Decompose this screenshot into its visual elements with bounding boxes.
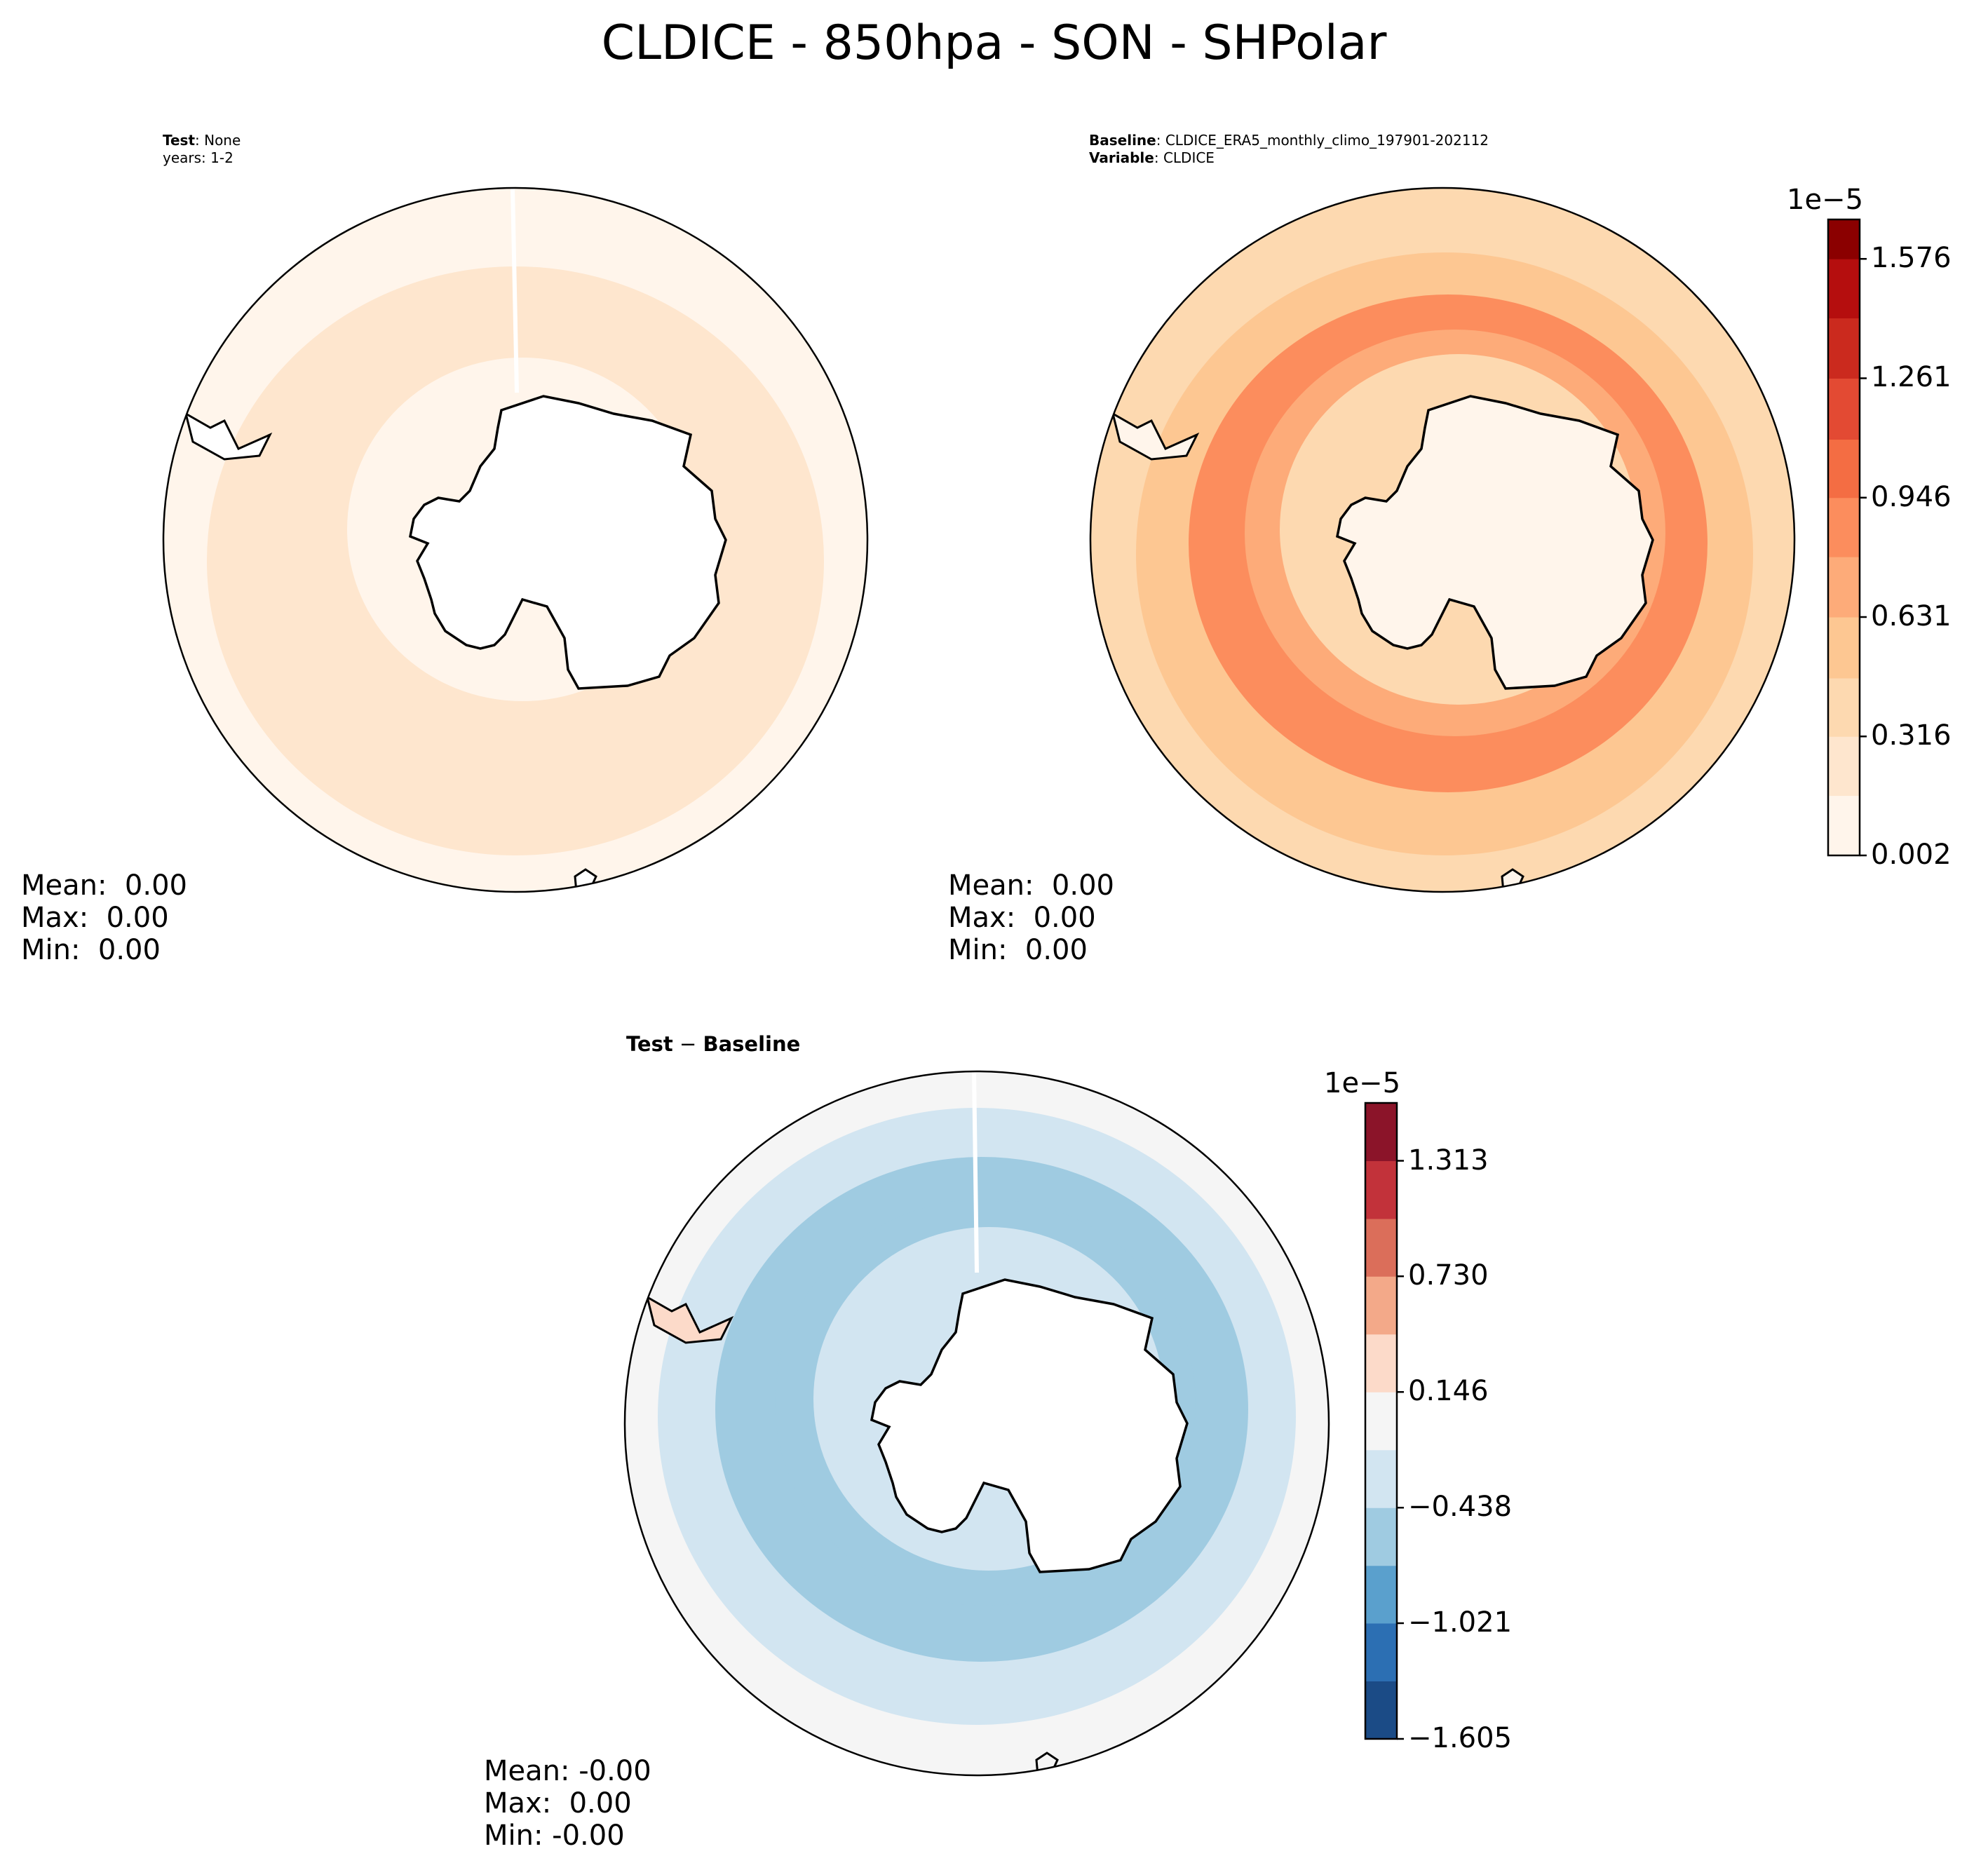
test-mean-stat: Mean: 0.00 [21, 869, 187, 902]
diff-map-boundary [623, 1070, 1330, 1777]
baseline-colorbar-segment [1828, 678, 1860, 737]
baseline-cb-tick-0: 0.002 [1871, 839, 1952, 871]
diff-colorbar-segment [1365, 1103, 1397, 1162]
baseline-header-value: : CLDICE_ERA5_monthly_climo_197901-20211… [1156, 132, 1489, 149]
diff-colorbar-segment [1365, 1449, 1397, 1508]
baseline-south-america-coast [1111, 411, 1200, 461]
diff-colorbar-exponent: 1e−5 [1324, 1067, 1401, 1099]
baseline-colorbar [1827, 218, 1867, 857]
diff-colorbar-segment [1365, 1219, 1397, 1277]
baseline-colorbar-segment [1828, 259, 1860, 319]
diff-colorbar-segment [1365, 1392, 1397, 1451]
diff-cb-tick-3: 0.146 [1408, 1375, 1489, 1408]
test-south-america-coast [184, 411, 273, 461]
variable-header-label: Variable [1089, 149, 1154, 166]
test-header-value: : None [195, 132, 241, 149]
baseline-colorbar-segment [1828, 219, 1860, 259]
baseline-colorbar-segment [1828, 318, 1860, 379]
baseline-cb-tick-3: 0.946 [1871, 480, 1952, 513]
diff-colorbar-segment [1365, 1507, 1397, 1566]
baseline-colorbar-segment [1828, 439, 1860, 499]
baseline-cb-tick-2: 0.631 [1871, 600, 1952, 632]
test-map [162, 187, 869, 893]
baseline-min-stat: Min: 0.00 [948, 934, 1088, 966]
baseline-mean-stat: Mean: 0.00 [948, 869, 1114, 902]
baseline-colorbar-segment [1828, 497, 1860, 557]
baseline-colorbar-frame [1827, 218, 1861, 857]
baseline-colorbar-segment [1828, 795, 1860, 856]
baseline-cb-tick-1: 0.316 [1871, 719, 1952, 752]
baseline-colorbar-segment [1828, 617, 1860, 679]
test-max-stat: Max: 0.00 [21, 902, 169, 934]
test-panel-header: Test: None years: 1-2 [163, 132, 241, 167]
diff-min-stat: Min: -0.00 [484, 1820, 625, 1852]
test-years-label: years: 1-2 [163, 149, 234, 166]
diff-max-stat: Max: 0.00 [484, 1787, 632, 1820]
baseline-header-label: Baseline [1089, 132, 1156, 149]
diff-south-america-coast [645, 1294, 734, 1344]
diff-colorbar-segment [1365, 1565, 1397, 1624]
diff-colorbar-segment [1365, 1160, 1397, 1219]
variable-header-value: : CLDICE [1154, 149, 1215, 166]
diff-header-test: Test [626, 1032, 673, 1056]
baseline-max-stat: Max: 0.00 [948, 902, 1096, 934]
diff-cb-tick-0: −1.605 [1408, 1722, 1513, 1754]
diff-colorbar-segment [1365, 1276, 1397, 1335]
diff-colorbar [1364, 1102, 1404, 1740]
diff-colorbar-segment [1365, 1334, 1397, 1393]
baseline-colorbar-segment [1828, 736, 1860, 797]
test-min-stat: Min: 0.00 [21, 934, 161, 966]
diff-mean-stat: Mean: -0.00 [484, 1755, 651, 1787]
diff-map [623, 1070, 1330, 1777]
baseline-colorbar-exponent: 1e−5 [1787, 184, 1864, 216]
diff-colorbar-segment [1365, 1622, 1397, 1681]
test-dateline-seam [510, 188, 519, 393]
diff-dateline-seam [972, 1071, 979, 1273]
baseline-cb-tick-5: 1.576 [1871, 242, 1952, 275]
baseline-stats: Mean: 0.00 Max: 0.00 Min: 0.00 [948, 869, 1114, 966]
baseline-panel-header: Baseline: CLDICE_ERA5_monthly_climo_1979… [1089, 132, 1489, 167]
baseline-colorbar-segment [1828, 378, 1860, 440]
test-map-boundary [162, 187, 869, 893]
diff-colorbar-frame [1364, 1102, 1398, 1740]
diff-cb-tick-4: 0.730 [1408, 1259, 1489, 1292]
test-stats: Mean: 0.00 Max: 0.00 Min: 0.00 [21, 869, 187, 966]
baseline-map-boundary [1089, 187, 1796, 893]
diff-colorbar-segment [1365, 1681, 1397, 1740]
diff-cb-tick-2: −0.438 [1408, 1491, 1513, 1524]
diff-cb-tick-1: −1.021 [1408, 1606, 1513, 1639]
diff-panel-header: Test − Baseline [626, 1032, 800, 1056]
test-header-label: Test [163, 132, 196, 149]
diff-stats: Mean: -0.00 Max: 0.00 Min: -0.00 [484, 1755, 651, 1852]
diff-header-baseline: Baseline [703, 1032, 801, 1056]
figure-title: CLDICE - 850hpa - SON - SHPolar [601, 15, 1387, 71]
baseline-cb-tick-4: 1.261 [1871, 361, 1952, 394]
diff-header-operator: − [672, 1032, 703, 1056]
diff-cb-tick-5: 1.313 [1408, 1144, 1489, 1177]
baseline-map [1089, 187, 1796, 893]
baseline-colorbar-segment [1828, 557, 1860, 618]
